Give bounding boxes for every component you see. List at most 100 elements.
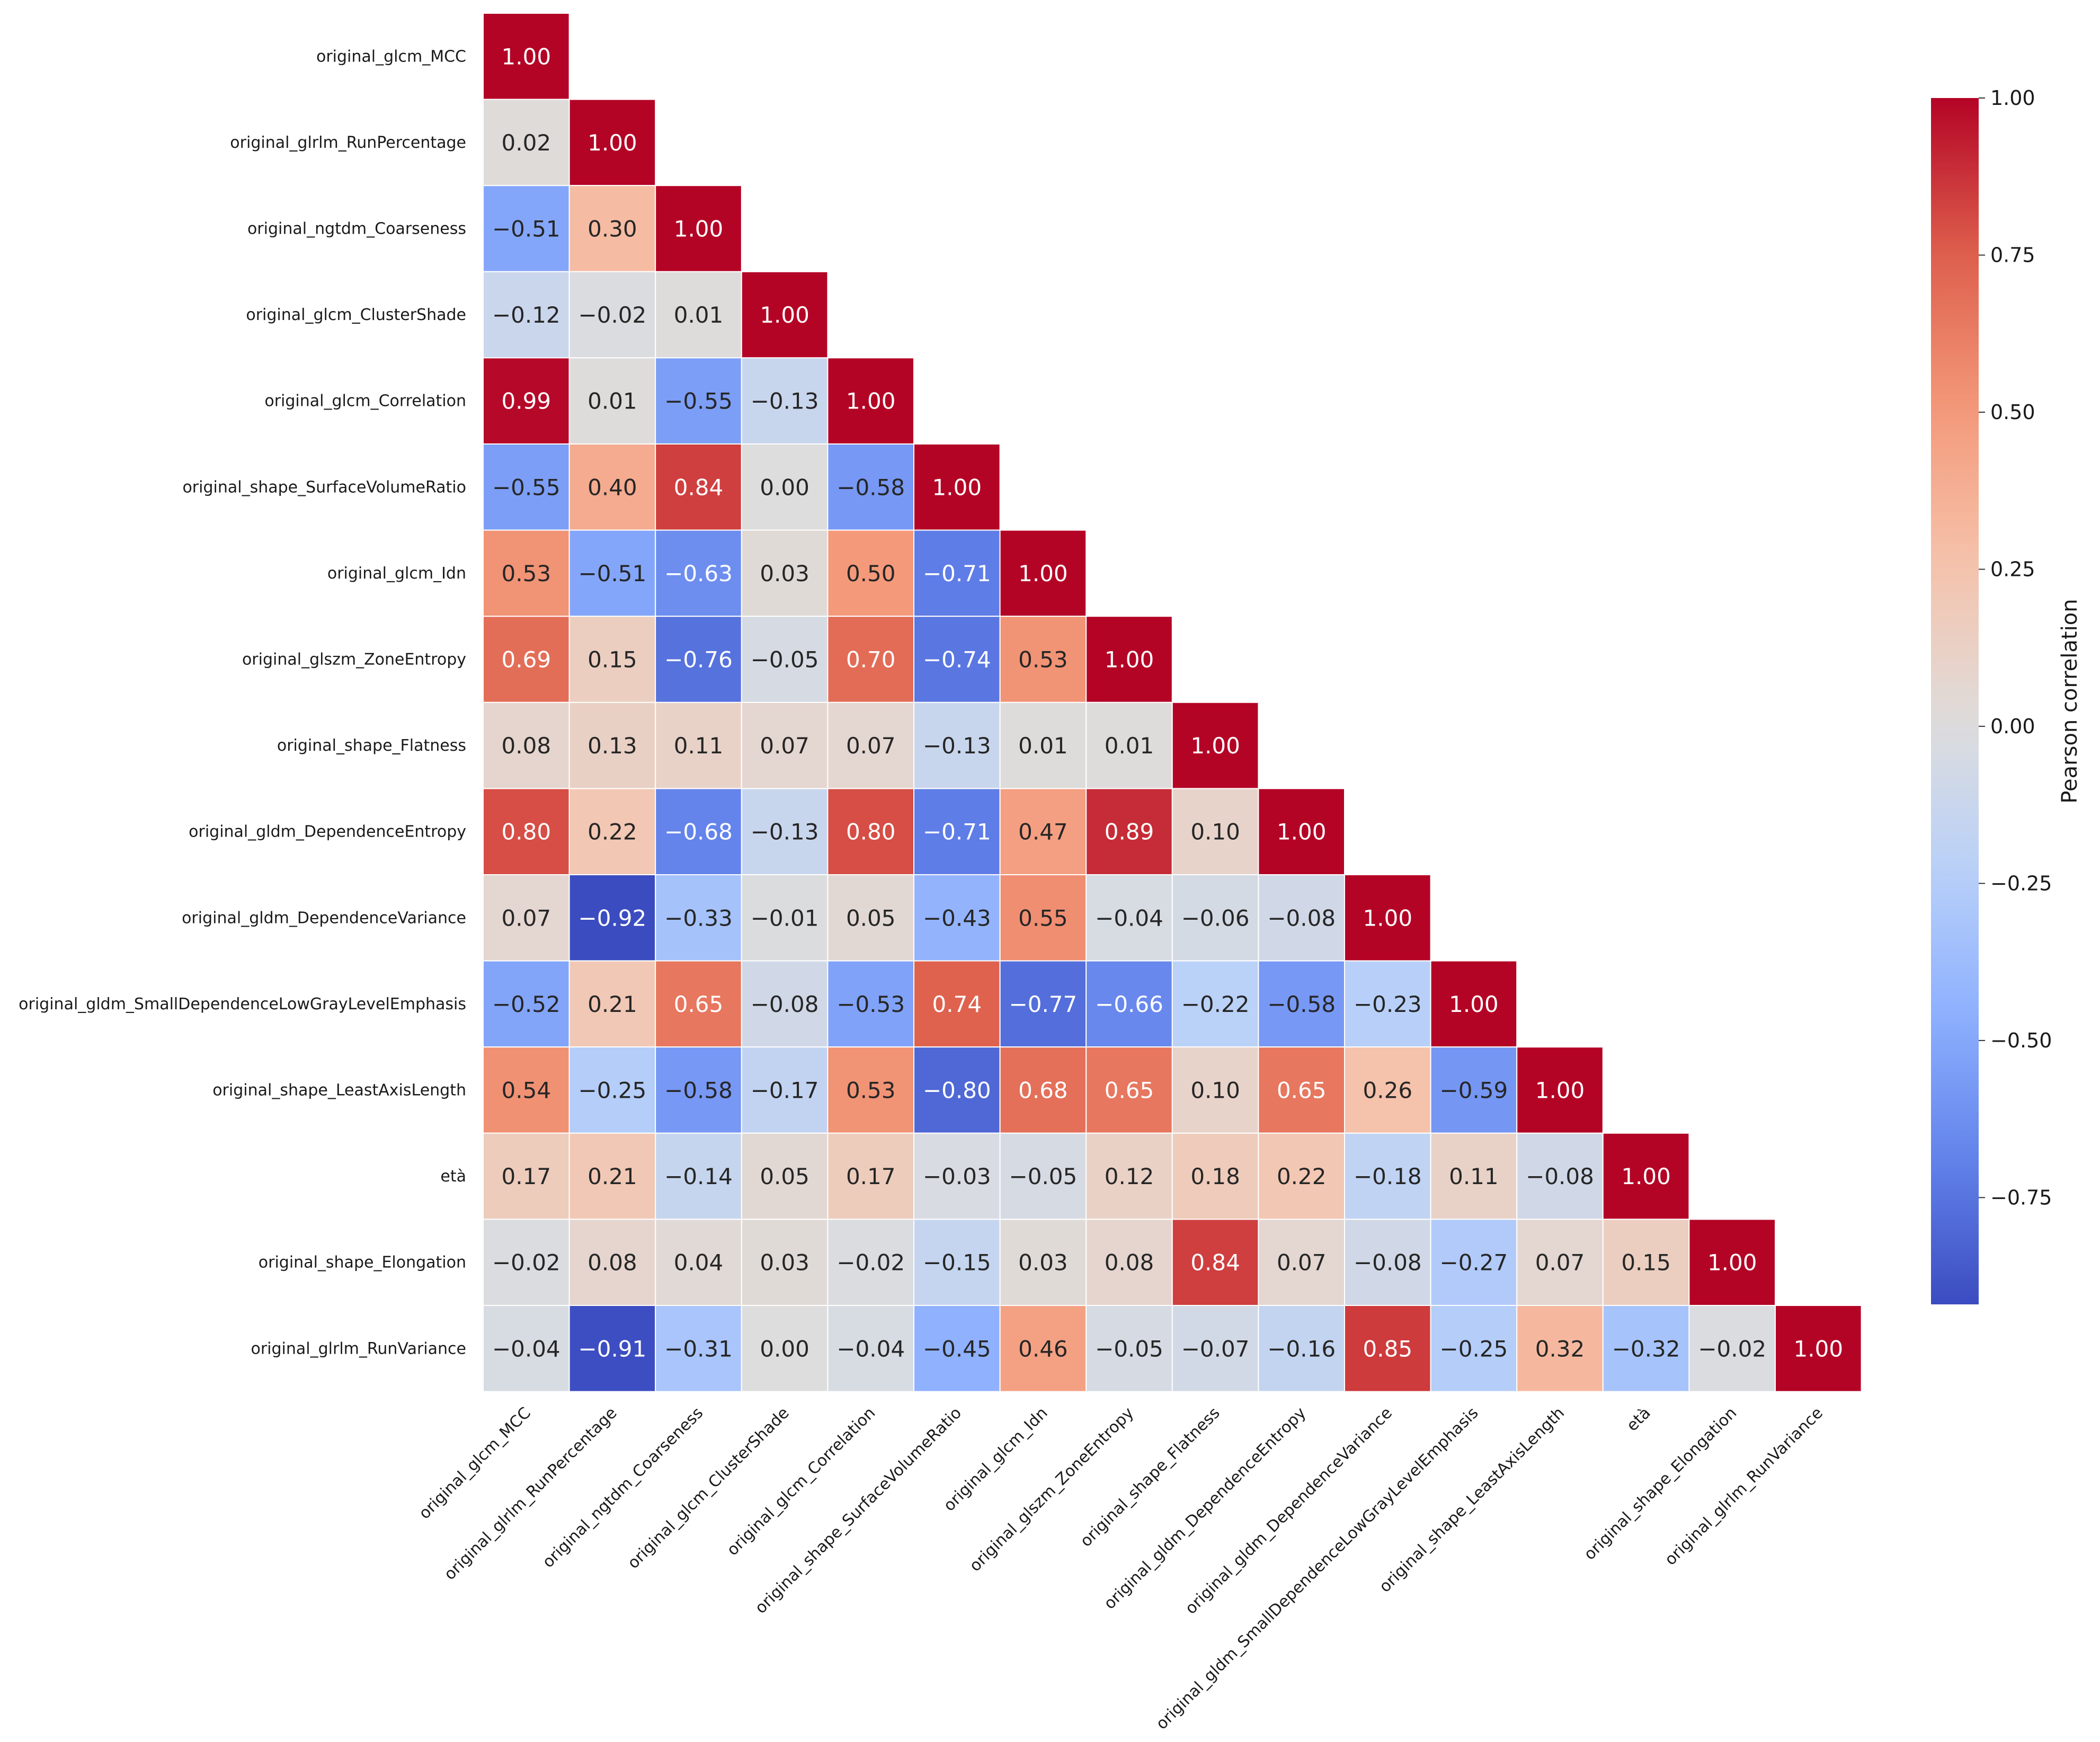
heatmap-cell <box>827 443 915 531</box>
cell-value-label: −0.51 <box>579 561 647 586</box>
row-tick-label: original_glrlm_RunPercentage <box>230 134 466 152</box>
cell-value-label: −0.45 <box>923 1336 991 1362</box>
heatmap-cell <box>1688 1305 1776 1392</box>
cell-value-label: 0.65 <box>1105 1078 1154 1104</box>
heatmap-cell <box>827 1046 915 1134</box>
column-tick-label: original_glszm_ZoneEntropy <box>966 1404 1137 1576</box>
heatmap-cell <box>999 1132 1087 1220</box>
cell-value-label: 0.21 <box>588 991 637 1017</box>
cell-value-label: 0.99 <box>502 388 551 414</box>
cell-value-label: −0.33 <box>664 905 733 931</box>
heatmap-cell <box>1085 788 1173 876</box>
cell-value-label: 1.00 <box>1621 1163 1671 1189</box>
colorbar-tick-label: −0.50 <box>1990 1029 2052 1052</box>
cell-value-label: −0.51 <box>492 216 560 242</box>
row-tick-label: original_glcm_ClusterShade <box>246 306 466 324</box>
heatmap-cell <box>1171 1132 1259 1220</box>
cell-value-label: 0.08 <box>502 733 551 759</box>
column-tick-label: original_shape_Elongation <box>1580 1404 1740 1564</box>
heatmap-cell <box>483 701 570 789</box>
cell-value-label: 0.40 <box>588 474 637 500</box>
cell-value-label: −0.59 <box>1440 1078 1508 1104</box>
cell-value-label: 1.00 <box>1277 819 1327 845</box>
heatmap-cell <box>1258 1219 1345 1306</box>
colorbar-tick-label: 1.00 <box>1990 86 2035 110</box>
cell-value-label: 0.11 <box>674 733 724 759</box>
heatmap-cell <box>913 529 1001 617</box>
heatmap-cell <box>568 271 656 359</box>
heatmap-cell <box>1085 616 1173 703</box>
heatmap-cell <box>741 529 829 617</box>
cell-value-label: 0.10 <box>1190 1078 1240 1104</box>
heatmap-cell <box>1085 1305 1173 1392</box>
row-tick-label: original_shape_Elongation <box>259 1254 466 1272</box>
cell-value-label: 0.84 <box>1190 1250 1240 1276</box>
cell-value-label: −0.08 <box>751 991 819 1017</box>
colorbar-title: Pearson correlation <box>2058 599 2082 803</box>
heatmap-cell <box>1775 1305 1862 1392</box>
heatmap-cell <box>568 357 656 445</box>
heatmap-cell <box>827 1219 915 1306</box>
cell-value-label: −0.58 <box>664 1078 733 1104</box>
row-tick-label: original_glszm_ZoneEntropy <box>242 651 466 669</box>
cell-value-label: −0.53 <box>837 991 905 1017</box>
colorbar-tick-label: 0.50 <box>1990 401 2035 424</box>
cell-value-label: −0.02 <box>579 302 647 328</box>
heatmap-cell <box>1344 1219 1431 1306</box>
cell-value-label: 0.17 <box>502 1163 551 1189</box>
cell-value-label: 0.26 <box>1363 1078 1413 1104</box>
heatmap-cell <box>568 701 656 789</box>
heatmap-cell <box>1171 874 1259 962</box>
cell-value-label: −0.14 <box>664 1163 733 1189</box>
row-tick-label: original_glrlm_RunVariance <box>251 1339 466 1358</box>
cell-value-label: 1.00 <box>846 388 896 414</box>
heatmap-cell <box>655 788 742 876</box>
heatmap-cell <box>1085 1132 1173 1220</box>
cell-value-label: −0.05 <box>751 647 819 673</box>
cell-value-label: 0.18 <box>1190 1163 1240 1189</box>
cell-value-label: 0.12 <box>1105 1163 1154 1189</box>
heatmap-cell <box>1344 1305 1431 1392</box>
colorbar: 1.00 0.75 0.50 0.25 0.00 −0.25 −0.50 −0.75 Pear… <box>1931 86 2082 1304</box>
cell-value-label: −0.31 <box>664 1336 733 1362</box>
cell-value-label: 0.32 <box>1535 1336 1585 1362</box>
cell-value-label: −0.17 <box>751 1078 819 1104</box>
row-labels: original_glcm_MCC original_glrlm_RunPerce… <box>19 47 466 1358</box>
heatmap-cell <box>568 443 656 531</box>
cell-value-label: −0.06 <box>1181 905 1250 931</box>
heatmap-cell <box>655 616 742 703</box>
cell-value-label: −0.13 <box>751 388 819 414</box>
cell-value-label: −0.04 <box>1095 905 1163 931</box>
cell-value-label: 0.22 <box>1277 1163 1327 1189</box>
heatmap-cell <box>1688 1219 1776 1306</box>
column-tick-label: original_ngtdm_Coarseness <box>539 1404 707 1572</box>
cell-value-label: 0.15 <box>1621 1250 1671 1276</box>
row-tick-label: original_glcm_Correlation <box>264 392 466 411</box>
colorbar-ticks: 1.00 0.75 0.50 0.25 0.00 −0.25 −0.50 −0.75 <box>1979 86 2052 1209</box>
row-tick-label: original_gldm_DependenceVariance <box>182 909 466 927</box>
heatmap-cell <box>913 1219 1001 1306</box>
colorbar-gradient <box>1931 98 1979 1304</box>
heatmap-cell <box>1258 960 1345 1048</box>
cell-value-label: 1.00 <box>760 302 809 328</box>
cell-value-label: 0.53 <box>502 561 551 586</box>
cell-value-label: 0.50 <box>846 561 896 586</box>
heatmap-cell <box>1171 701 1259 789</box>
row-tick-label: original_ngtdm_Coarseness <box>247 220 466 238</box>
cell-value-label: 0.05 <box>760 1163 809 1189</box>
cell-value-label: 0.17 <box>846 1163 896 1189</box>
cell-value-label: −0.05 <box>1095 1336 1163 1362</box>
heatmap-cell <box>483 529 570 617</box>
cell-value-label: −0.80 <box>923 1078 991 1104</box>
colorbar-tick-label: −0.25 <box>1990 872 2052 895</box>
cell-value-label: −0.08 <box>1526 1163 1594 1189</box>
heatmap-cell <box>741 271 829 359</box>
row-tick-label: original_shape_LeastAxisLength <box>212 1081 466 1100</box>
heatmap-cell <box>483 1305 570 1392</box>
cell-value-label: 0.53 <box>1018 647 1068 673</box>
row-tick-label: original_shape_SurfaceVolumeRatio <box>182 478 466 496</box>
cell-value-label: 0.80 <box>502 819 551 845</box>
cell-value-label: −0.22 <box>1181 991 1250 1017</box>
heatmap-cell <box>1171 1305 1259 1392</box>
heatmap-cell <box>999 960 1087 1048</box>
